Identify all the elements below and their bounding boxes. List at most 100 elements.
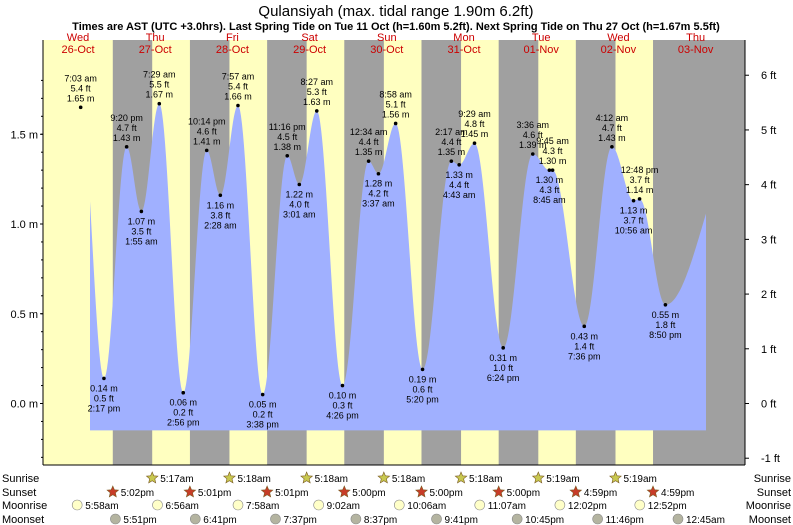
- tide-point: [550, 168, 555, 172]
- tide-label: 1.8 ft: [655, 320, 676, 330]
- sun-moon-rows: Sunrise Sunrise 5:17am 5:18am 5:18am 5:18am 5:…: [2, 471, 791, 525]
- y-tick-label-m: 0.5 m: [10, 309, 38, 321]
- sunrise-icon: [609, 471, 622, 484]
- tide-point: [376, 171, 381, 176]
- tide-label: 1.0 ft: [493, 363, 514, 373]
- tide-label: 7:03 am: [64, 73, 97, 83]
- tide-label: 0.14 m: [90, 383, 118, 393]
- tide-label: 0.5 ft: [94, 393, 115, 403]
- moonrise-icon: [232, 499, 244, 511]
- tide-label: 5.3 ft: [307, 87, 328, 97]
- moonrise-time: 12:52pm: [648, 501, 687, 512]
- moonrise-row-label-right: Moonrise: [746, 500, 791, 512]
- y-tick-label-ft: 5 ft: [761, 125, 776, 137]
- moonset-icon: [189, 513, 201, 525]
- tide-label: 9:20 pm: [110, 113, 143, 123]
- moonrise-icon: [634, 499, 646, 511]
- tide-point: [297, 182, 302, 187]
- tide-label: 4.4 ft: [359, 137, 380, 147]
- y-tick-label-ft: 1 ft: [761, 344, 776, 356]
- sunset-icon: [337, 485, 351, 498]
- day-weekday: Tue: [532, 32, 551, 44]
- tide-label: 12:48 pm: [621, 165, 659, 175]
- tide-label: 1.35 m: [438, 147, 466, 157]
- y-tick-label-m: 1.5 m: [10, 129, 38, 141]
- tide-label: 7:36 pm: [568, 351, 601, 361]
- sunset-icon: [260, 485, 274, 498]
- tide-label: 4.6 ft: [523, 130, 544, 140]
- tide-label: 1.41 m: [193, 136, 221, 146]
- tide-point: [501, 346, 505, 350]
- y-tick-label-m: 1.0 m: [10, 219, 38, 231]
- tide-label: 4.5 ft: [277, 132, 298, 142]
- sunset-icon: [646, 485, 660, 498]
- tide-label: 3.7 ft: [630, 175, 651, 185]
- tide-point: [393, 121, 398, 126]
- tide-label: 1.43 m: [113, 133, 141, 143]
- sunrise-icon: [145, 471, 159, 484]
- moonset-time: 6:41pm: [203, 515, 236, 525]
- tide-label: 8:58 am: [379, 89, 412, 99]
- tide-label: 0.2 ft: [173, 408, 194, 418]
- sunset-icon: [569, 485, 583, 498]
- tide-label: 1.4 ft: [574, 341, 595, 351]
- tide-label: 1.66 m: [224, 92, 252, 102]
- moonset-icon: [110, 513, 121, 525]
- y-tick-label-ft: -1 ft: [761, 453, 780, 465]
- tide-label: 4.6 ft: [197, 126, 218, 136]
- moonset-time: 5:51pm: [123, 515, 156, 525]
- sunrise-time: 5:18am: [392, 474, 425, 485]
- tide-label: 4.3 ft: [543, 146, 564, 156]
- tide-label: 3.8 ft: [210, 210, 231, 220]
- tide-label: 2:56 pm: [167, 418, 200, 428]
- tide-label: 11:16 pm: [269, 122, 306, 132]
- tide-point: [78, 105, 83, 110]
- y-tick-label-ft: 2 ft: [761, 289, 776, 301]
- tide-label: 4.4 ft: [441, 137, 462, 147]
- tide-label: 4.8 ft: [464, 119, 485, 129]
- moonrise-row-label: Moonrise: [2, 500, 47, 512]
- tide-label: 1.16 m: [207, 200, 235, 210]
- tide-point: [631, 198, 636, 203]
- moonset-time: 10:45pm: [525, 515, 564, 525]
- moonrise-icon: [474, 499, 486, 511]
- moonset-time: 11:46pm: [606, 515, 644, 525]
- tide-label: 2:28 am: [204, 220, 237, 230]
- tide-label: 10:56 am: [615, 226, 653, 236]
- tide-label: 1.30 m: [539, 156, 567, 166]
- sunset-time: 5:00pm: [352, 488, 385, 499]
- tide-label: 9:29 am: [458, 109, 491, 119]
- tide-label: 4.3 ft: [539, 185, 560, 195]
- tide-label: 0.6 ft: [413, 384, 434, 394]
- moonrise-icon: [71, 499, 83, 511]
- tide-label: 1.38 m: [273, 142, 301, 152]
- tide-label: 4.2 ft: [368, 189, 389, 199]
- tide-point: [181, 390, 186, 395]
- moonrise-icon: [554, 499, 566, 511]
- tide-label: 3.7 ft: [624, 216, 645, 226]
- moonrise-time: 9:02am: [327, 501, 360, 512]
- moonset-time: 12:45am: [686, 515, 725, 525]
- moonset-row-label: Moonset: [2, 514, 44, 525]
- day-weekday: Sun: [377, 32, 397, 44]
- tide-label: 1:55 am: [125, 236, 158, 246]
- sunset-row-label: Sunset: [2, 487, 36, 499]
- day-weekday: Thu: [146, 32, 165, 44]
- sunrise-time: 5:18am: [237, 474, 270, 485]
- tide-label: 5:20 pm: [406, 394, 439, 404]
- moonset-time: 9:41pm: [445, 515, 478, 525]
- tide-point: [218, 193, 223, 198]
- tide-label: 9:45 am: [536, 136, 569, 146]
- tide-point: [449, 159, 454, 163]
- tide-point: [102, 376, 106, 381]
- tide-label: 1.07 m: [128, 216, 156, 226]
- tide-label: 5.1 ft: [386, 99, 407, 109]
- y-tick-label-ft: 6 ft: [761, 70, 776, 82]
- y-tick-label-ft: 4 ft: [761, 180, 776, 192]
- day-weekday: Fri: [226, 32, 239, 44]
- sunrise-row-label-right: Sunrise: [754, 473, 791, 485]
- sunrise-icon: [454, 471, 468, 484]
- tide-label: 4.7 ft: [602, 123, 623, 133]
- day-date: 02-Nov: [601, 44, 637, 56]
